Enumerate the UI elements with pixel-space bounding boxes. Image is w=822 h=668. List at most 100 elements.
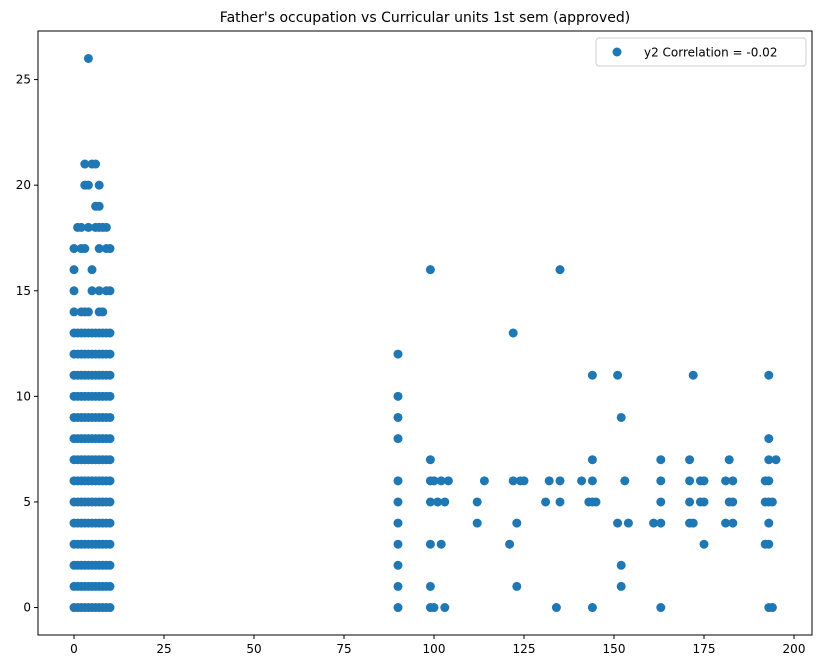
x-tick-label: 25: [156, 642, 171, 656]
scatter-point: [436, 539, 446, 549]
scatter-point: [656, 497, 666, 507]
scatter-point: [764, 370, 774, 380]
scatter-point: [591, 497, 601, 507]
scatter-point: [616, 560, 626, 570]
x-tick-label: 150: [603, 642, 626, 656]
scatter-point: [94, 201, 104, 211]
scatter-point: [764, 539, 774, 549]
scatter-point: [699, 539, 709, 549]
legend: y2 Correlation = -0.02: [595, 37, 807, 67]
scatter-point: [105, 412, 115, 422]
scatter-point: [69, 307, 79, 317]
scatter-point: [393, 349, 403, 359]
scatter-point: [69, 244, 79, 254]
scatter-point: [616, 412, 626, 422]
scatter-point: [479, 476, 489, 486]
scatter-point: [91, 159, 101, 169]
scatter-point: [764, 476, 774, 486]
scatter-point: [512, 581, 522, 591]
scatter-point: [587, 455, 597, 465]
legend-marker: [612, 47, 622, 57]
scatter-point: [105, 560, 115, 570]
scatter-point: [105, 370, 115, 380]
scatter-point: [555, 265, 565, 275]
scatter-point: [393, 518, 403, 528]
scatter-point: [105, 391, 115, 401]
x-tick-label: 125: [513, 642, 536, 656]
legend-frame: [595, 37, 807, 67]
scatter-point: [94, 286, 104, 296]
scatter-point: [512, 518, 522, 528]
x-axis: 0 25 50 75 100 125 150 175 200: [70, 635, 805, 656]
scatter-point: [94, 180, 104, 190]
scatter-point: [505, 539, 515, 549]
scatter-point: [544, 476, 554, 486]
scatter-point: [105, 476, 115, 486]
scatter-point: [425, 265, 435, 275]
scatter-point: [393, 497, 403, 507]
x-tick-label: 200: [783, 642, 806, 656]
y-tick-label: 15: [16, 284, 31, 298]
points-layer: [69, 53, 781, 613]
scatter-point: [98, 307, 108, 317]
scatter-point: [656, 603, 666, 613]
scatter-point: [764, 518, 774, 528]
scatter-point: [425, 455, 435, 465]
scatter-point: [616, 581, 626, 591]
x-tick-label: 75: [336, 642, 351, 656]
scatter-point: [577, 476, 587, 486]
chart-title: Father's occupation vs Curricular units …: [220, 10, 630, 26]
scatter-point: [472, 497, 482, 507]
scatter-point: [105, 286, 115, 296]
scatter-point: [393, 476, 403, 486]
scatter-point: [771, 455, 781, 465]
scatter-point: [685, 455, 695, 465]
scatter-point: [724, 455, 734, 465]
scatter-point: [656, 518, 666, 528]
scatter-point: [767, 603, 777, 613]
scatter-point: [105, 244, 115, 254]
scatter-point: [519, 476, 529, 486]
plot-frame: [37, 30, 813, 636]
y-tick-label: 20: [16, 178, 31, 192]
scatter-point: [688, 518, 698, 528]
scatter-point: [94, 244, 104, 254]
y-tick-label: 25: [16, 73, 31, 87]
scatter-point: [105, 349, 115, 359]
scatter-point: [721, 476, 731, 486]
scatter-point: [425, 539, 435, 549]
scatter-point: [105, 434, 115, 444]
scatter-point: [443, 476, 453, 486]
scatter-point: [551, 603, 561, 613]
scatter-point: [105, 603, 115, 613]
scatter-point: [620, 476, 630, 486]
scatter-point: [728, 497, 738, 507]
scatter-point: [69, 286, 79, 296]
scatter-point: [721, 518, 731, 528]
scatter-point: [105, 455, 115, 465]
scatter-point: [656, 476, 666, 486]
scatter-point: [623, 518, 633, 528]
scatter-point: [87, 265, 97, 275]
scatter-point: [393, 581, 403, 591]
scatter-point: [555, 497, 565, 507]
scatter-point: [613, 370, 623, 380]
scatter-point: [656, 455, 666, 465]
scatter-point: [541, 497, 551, 507]
scatter-point: [728, 518, 738, 528]
scatter-point: [76, 222, 86, 232]
scatter-point: [508, 476, 518, 486]
scatter-point: [69, 265, 79, 275]
scatter-point: [105, 328, 115, 338]
scatter-point: [393, 434, 403, 444]
scatter-point: [393, 603, 403, 613]
scatter-point: [393, 391, 403, 401]
scatter-point: [728, 476, 738, 486]
scatter-point: [393, 539, 403, 549]
scatter-point: [440, 497, 450, 507]
scatter-point: [425, 497, 435, 507]
scatter-point: [555, 476, 565, 486]
x-tick-label: 50: [246, 642, 261, 656]
